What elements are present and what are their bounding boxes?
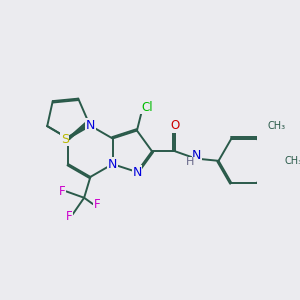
Text: N: N: [86, 118, 95, 132]
Text: S: S: [61, 133, 69, 146]
Text: Cl: Cl: [141, 101, 153, 114]
Text: N: N: [192, 149, 202, 162]
Text: N: N: [132, 166, 142, 178]
Text: N: N: [108, 158, 117, 171]
Text: CH₃: CH₃: [268, 121, 286, 131]
Text: CH₃: CH₃: [285, 156, 300, 166]
Text: F: F: [94, 198, 100, 211]
Text: O: O: [170, 119, 180, 132]
Text: F: F: [59, 185, 66, 198]
Text: H: H: [186, 158, 195, 167]
Text: F: F: [66, 211, 73, 224]
